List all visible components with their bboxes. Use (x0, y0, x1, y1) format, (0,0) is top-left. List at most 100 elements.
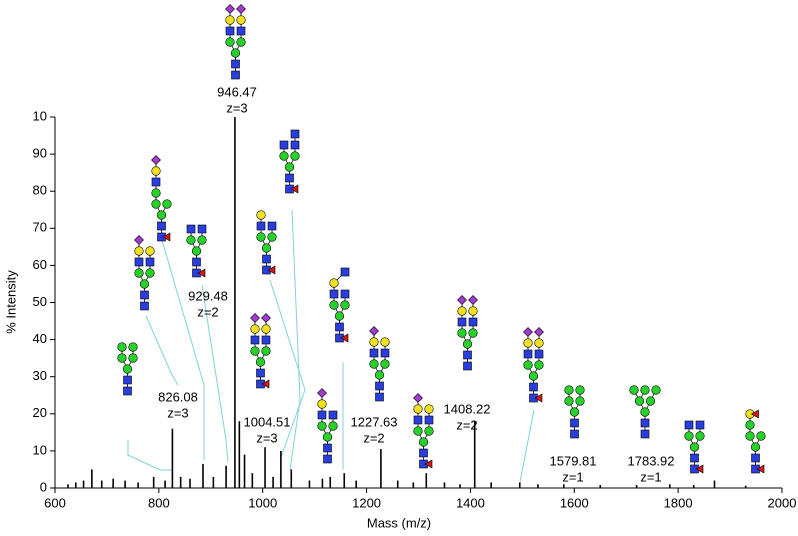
glycan-circle (230, 48, 241, 58)
glycan-triangle (340, 333, 349, 343)
glycan-circle (380, 359, 390, 369)
glycan-circle (139, 279, 150, 289)
glycan-circle (134, 246, 144, 256)
glycan-triangle (261, 379, 270, 389)
glycan-square (123, 386, 132, 396)
glycan-square (463, 361, 472, 371)
glycan-circle (317, 421, 327, 431)
glycan-square (340, 267, 350, 277)
charge-label: z=1 (640, 469, 661, 484)
peak-label: 946.47 (217, 84, 257, 99)
glycan-square (375, 381, 384, 391)
peak-label: 1783.92 (628, 453, 675, 468)
glycan-square (225, 26, 235, 36)
glycan-square (369, 348, 379, 358)
glycan-circle (186, 235, 196, 245)
charge-label: z=3 (256, 430, 277, 445)
glycan-triangle (750, 409, 759, 419)
glycan-circle (534, 360, 544, 370)
glycan-diamond (261, 313, 271, 323)
glycan-diamond (534, 327, 544, 337)
glycan-square (375, 392, 384, 402)
y-tick-label: 50 (33, 294, 47, 309)
glycan-circle (457, 328, 467, 338)
glycan-circle (745, 431, 755, 441)
glycan-square (523, 349, 533, 359)
glycan-square (468, 317, 478, 327)
glycan-circle (634, 396, 645, 406)
glycan-square (186, 224, 196, 234)
glycan-circle (134, 268, 144, 278)
glycan-square (279, 140, 289, 150)
glycan-circle (256, 232, 266, 242)
glycan-square (267, 221, 277, 231)
glycan-circle (250, 346, 260, 356)
glycan-square (380, 348, 390, 358)
glycan-diamond (317, 388, 327, 398)
glycan-circle (369, 359, 379, 369)
glycan-circle (750, 442, 761, 452)
glycan-square (231, 59, 240, 69)
glycan-circle (369, 337, 379, 347)
glycan-circle (424, 426, 434, 436)
charge-label: z=2 (363, 430, 384, 445)
glycan-circle (284, 162, 295, 172)
glycan-icons (117, 4, 766, 474)
glycan-circle (575, 385, 585, 395)
y-tick-label: 60 (33, 257, 47, 272)
glycan-circle (651, 385, 661, 395)
peak-label: 1579.81 (550, 453, 597, 468)
glycan-circle (145, 246, 155, 256)
glycan-circle (255, 357, 266, 367)
glycan-square (570, 429, 579, 439)
glycan-circle (162, 199, 172, 209)
glycan-circle (629, 385, 639, 395)
glycan-square (145, 257, 155, 267)
glycan-circle (575, 396, 585, 406)
charge-label: z=2 (197, 304, 218, 319)
glycan-square (529, 382, 538, 392)
x-tick-label: 600 (44, 495, 66, 510)
glycan-circle (695, 431, 705, 441)
glycan-circle (151, 199, 161, 209)
glycan-square (123, 375, 132, 385)
glycan-circle (236, 37, 246, 47)
leader-line (269, 279, 306, 461)
glycan-square (250, 335, 260, 345)
glycan-circle (191, 246, 202, 256)
y-tick-label: 10 (33, 442, 47, 457)
leader-line (145, 315, 179, 386)
glycan-square (640, 429, 650, 439)
glycan-circle (156, 210, 167, 220)
y-tick-label: 20 (33, 405, 47, 420)
glycan-square (231, 70, 240, 80)
glycan-circle (534, 338, 544, 348)
glycan-circle (413, 404, 423, 414)
glycan-square (413, 415, 423, 425)
glycan-square (134, 257, 144, 267)
glycan-circle (424, 404, 434, 414)
glycan-circle (117, 342, 127, 352)
x-axis-title: Mass (m/z) (367, 515, 431, 530)
charge-label: z=3 (167, 405, 188, 420)
glycan-square (419, 448, 428, 458)
glycan-circle (756, 431, 766, 441)
glycan-square (424, 415, 434, 425)
glycan-square (290, 129, 300, 139)
glycan-circle (122, 364, 133, 374)
glycan-circle (689, 442, 700, 452)
glycan-circle (225, 15, 235, 25)
glycan-square (335, 322, 344, 332)
peak-label: 826.08 (158, 389, 198, 404)
peak-label: 929.48 (188, 288, 228, 303)
glycan-diamond (468, 295, 478, 305)
glycan-circle (457, 306, 467, 316)
glycan-circle (261, 243, 272, 253)
glycan-square (261, 335, 271, 345)
glycan-square (323, 443, 332, 453)
charge-label: z=2 (456, 417, 477, 432)
glycan-square (140, 301, 149, 311)
glycan-circle (256, 210, 266, 220)
glycan-square (695, 420, 705, 430)
